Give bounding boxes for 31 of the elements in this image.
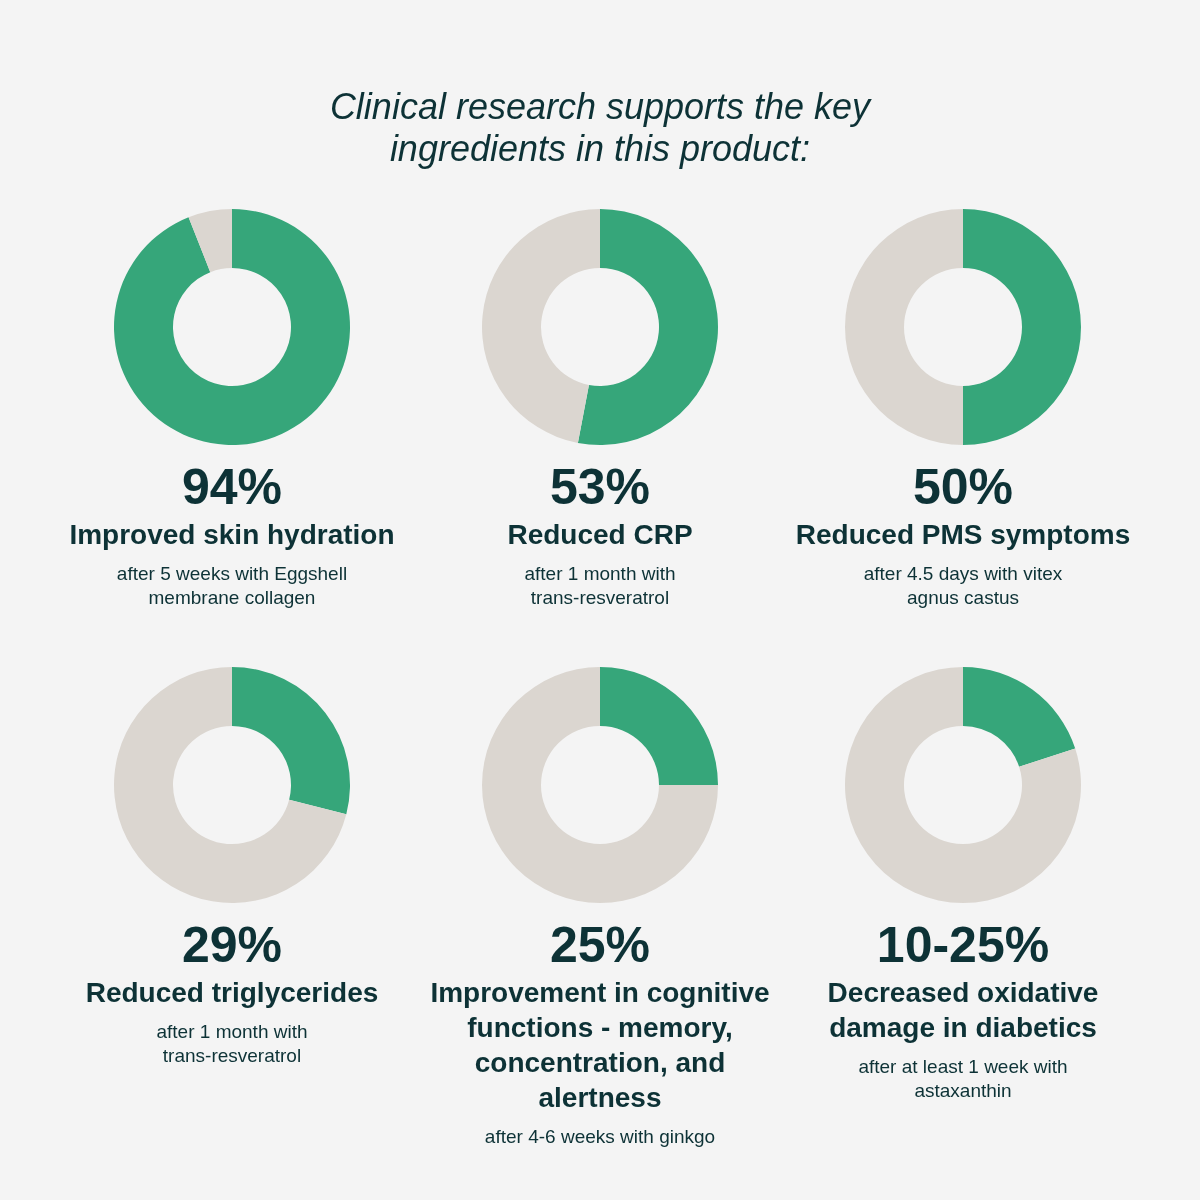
text: Clinical research supports the key ingredients in this product: [328, 86, 873, 170]
donut-slice [482, 209, 600, 443]
text: after 1 month with trans-resveratrol [524, 563, 676, 608]
text: 53% [548, 459, 652, 515]
donut-slice [577, 209, 718, 445]
text: after 1 month with trans-resveratrol [156, 1021, 308, 1066]
text: 50% [911, 459, 1015, 515]
text: 10-25% [875, 917, 1051, 973]
donut-slice [845, 667, 1081, 903]
text: after 5 weeks with Eggshell membrane collagen [116, 563, 348, 608]
donut-slice [114, 209, 350, 445]
text: 94% [180, 459, 284, 515]
text: Improvement in cognitive functions - memory, concentration, and alertness [429, 976, 771, 1115]
donut-slice [600, 667, 718, 785]
donut-slice [232, 667, 350, 815]
text: Reduced CRP [506, 518, 694, 552]
donut-slice [845, 209, 963, 445]
donut-slice [114, 667, 347, 903]
text: Improved skin hydration [68, 518, 396, 552]
text: after 4.5 days with vitex agnus castus [863, 563, 1063, 608]
text: Reduced PMS symptoms [794, 518, 1132, 552]
donut-slice [963, 209, 1081, 445]
donut-slice [482, 667, 718, 903]
text: 25% [548, 917, 652, 973]
donut-slice [188, 209, 232, 273]
text: 29% [180, 917, 284, 973]
donut-slice [963, 667, 1076, 767]
text: after at least 1 week with astaxanthin [858, 1056, 1068, 1101]
text: Decreased oxidative damage in diabetics [826, 976, 1100, 1045]
text: after 4-6 weeks with ginkgo [484, 1126, 716, 1147]
text: Reduced triglycerides [84, 976, 380, 1010]
